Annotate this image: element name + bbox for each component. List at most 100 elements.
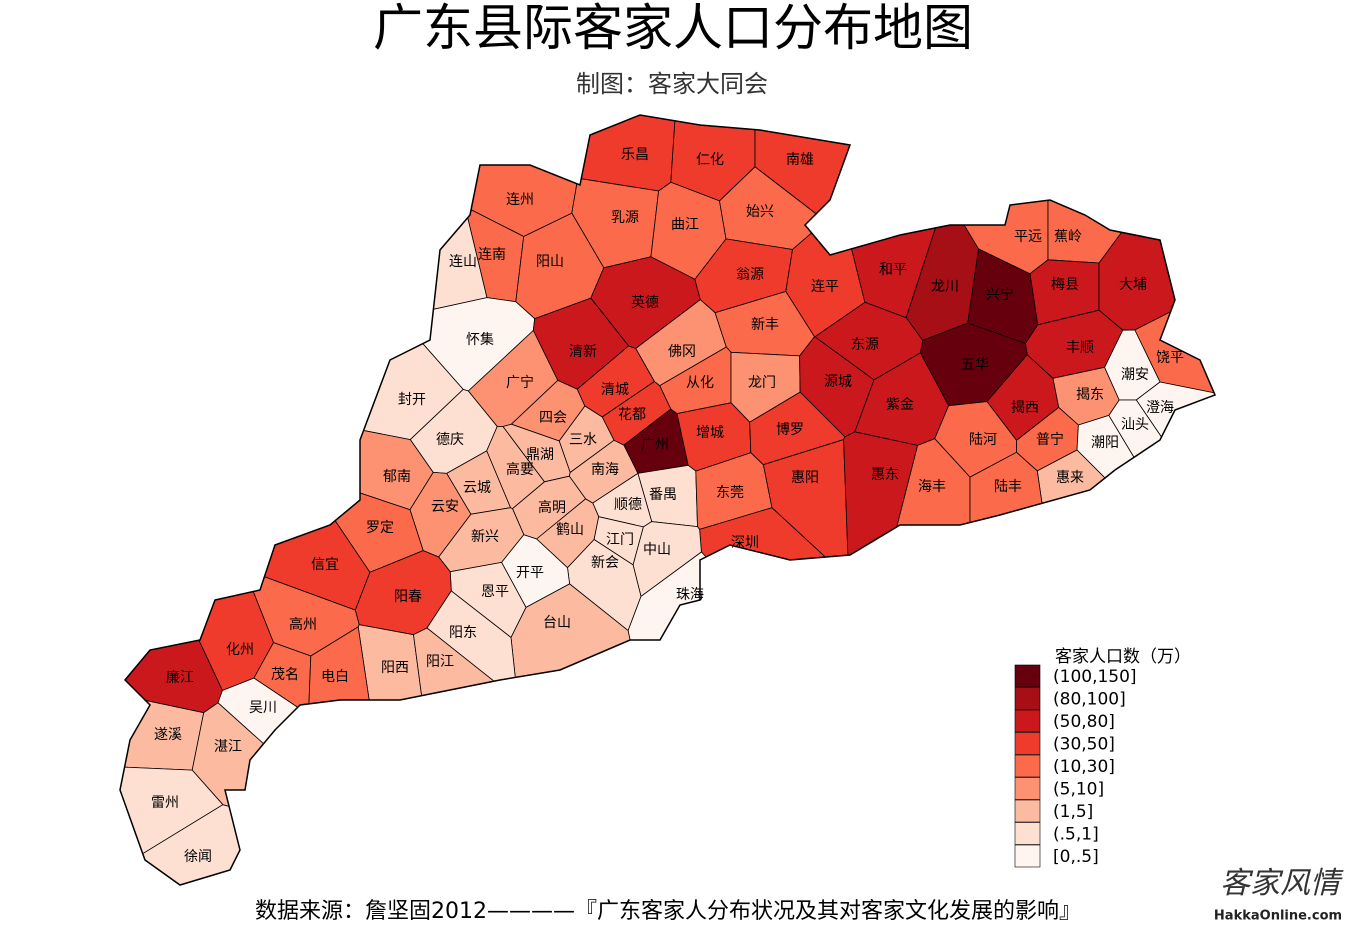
legend-swatch	[1014, 687, 1041, 710]
county-label: 从化	[686, 375, 714, 391]
county-label: 恩平	[481, 584, 509, 600]
county-label: 陆河	[969, 432, 997, 448]
county-label: 雷州	[151, 795, 179, 811]
county-label: 信宜	[311, 557, 339, 573]
county-label: 清新	[569, 344, 597, 360]
county-label: 乳源	[611, 210, 639, 226]
watermark-site: HakkaOnline.com	[1214, 909, 1342, 924]
legend-label: (.5,1]	[1053, 825, 1099, 845]
county-region	[120, 115, 488, 318]
county-label: 罗定	[366, 520, 394, 536]
legend-swatch	[1014, 664, 1041, 688]
county-label: 澄海	[1146, 400, 1174, 416]
county-label: 紫金	[886, 397, 914, 413]
legend-label: [0,.5]	[1053, 847, 1099, 867]
county-region	[627, 551, 972, 885]
county-label: 丰顺	[1066, 340, 1094, 356]
county-label: 化州	[226, 642, 254, 658]
county-label: 潮安	[1121, 367, 1149, 383]
county-label: 连南	[478, 247, 506, 263]
legend-swatch	[1014, 709, 1041, 733]
county-label: 电白	[321, 669, 349, 685]
county-label: 云安	[431, 499, 459, 515]
county-label: 台山	[543, 615, 571, 631]
province-outline	[119, 114, 1216, 886]
county-label: 惠来	[1056, 470, 1084, 486]
legend-label: (30,50]	[1053, 735, 1115, 755]
county-label: 佛冈	[668, 344, 696, 360]
county-label: 顺德	[614, 497, 642, 513]
county-label: 三水	[569, 432, 597, 448]
county-label: 东源	[851, 337, 879, 353]
county-label: 珠海	[676, 587, 704, 603]
county-label: 曲江	[671, 217, 699, 233]
county-label: 徐闻	[184, 849, 212, 865]
county-label: 连平	[811, 279, 839, 295]
county-label: 揭东	[1076, 387, 1104, 403]
county-label: 茂名	[271, 666, 299, 683]
county-label: 番禺	[649, 487, 677, 503]
county-region	[347, 115, 579, 237]
legend-swatch	[1014, 754, 1041, 778]
county-label: 阳春	[394, 589, 422, 605]
county-label: 新会	[591, 555, 619, 571]
county-label: 和平	[879, 262, 907, 278]
county-label: 花都	[618, 407, 646, 423]
map-subtitle: 制图：客家大同会	[576, 70, 768, 98]
legend-swatch	[1014, 822, 1041, 845]
county-label: 平远	[1014, 229, 1042, 245]
data-source: 数据来源：詹坚固2012————『广东客家人分布状况及其对客家文化发展的影响』	[255, 899, 1081, 924]
legend-swatch	[1014, 777, 1041, 800]
county-label: 鼎湖	[526, 447, 554, 463]
county-label: 新兴	[471, 529, 499, 545]
county-label: 吴川	[249, 700, 277, 716]
county-label: 廉江	[166, 669, 194, 686]
county-label: 惠东	[871, 467, 899, 483]
legend: 客家人口数（万） (100,150] (80,100](50,80] (30,50]…	[1014, 647, 1191, 868]
county-label: 阳山	[536, 254, 564, 270]
county-label: 深圳	[731, 535, 759, 551]
county-label: 怀集	[466, 331, 494, 348]
county-label: 始兴	[746, 204, 774, 220]
county-label: 郁南	[383, 469, 411, 485]
county-label: 广州	[641, 437, 669, 453]
county-label: 博罗	[776, 421, 804, 438]
county-label: 南雄	[786, 152, 814, 168]
county-label: 乐昌	[621, 147, 649, 163]
county-label: 新丰	[751, 317, 779, 333]
county-region	[843, 431, 919, 627]
county-label: 四会	[539, 410, 567, 426]
county-label: 中山	[643, 542, 671, 558]
county-label: 仁化	[696, 152, 724, 168]
legend-swatch	[1014, 732, 1041, 755]
county-label: 揭西	[1011, 400, 1039, 416]
legend-label: (100,150]	[1053, 667, 1137, 687]
county-label: 英德	[631, 294, 659, 311]
county-region	[1098, 115, 1215, 331]
county-label: 云城	[463, 480, 491, 496]
county-label: 蕉岭	[1054, 229, 1082, 245]
county-region	[1108, 399, 1215, 622]
legend-label: (1,5]	[1053, 802, 1093, 822]
legend-label: (80,100]	[1053, 690, 1126, 710]
map-title: 广东县际客家人口分布地图	[373, 0, 973, 57]
county-label: 海丰	[918, 479, 946, 495]
county-label: 遂溪	[154, 727, 182, 743]
county-label: 高要	[506, 461, 534, 478]
county-label: 高州	[289, 616, 317, 633]
county-label: 源城	[824, 374, 852, 390]
county-label: 普宁	[1036, 431, 1064, 448]
legend-label: (50,80]	[1053, 712, 1115, 732]
county-label: 阳江	[426, 654, 454, 670]
county-label: 翁源	[736, 267, 764, 283]
county-label: 潮阳	[1091, 435, 1119, 451]
legend-swatch	[1014, 844, 1041, 868]
county-label: 大埔	[1119, 277, 1147, 293]
county-label: 鹤山	[556, 522, 584, 538]
county-label: 德庆	[436, 432, 464, 448]
county-label: 封开	[398, 392, 426, 408]
county-label: 阳东	[449, 625, 477, 641]
county-label: 饶平	[1156, 350, 1184, 366]
legend-label: (10,30]	[1053, 757, 1115, 777]
